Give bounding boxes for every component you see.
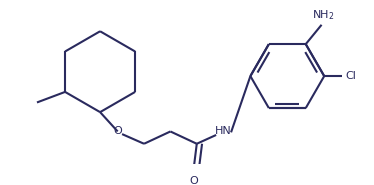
Text: O: O <box>113 127 122 137</box>
Text: O: O <box>190 176 199 185</box>
Text: HN: HN <box>215 127 232 137</box>
Text: Cl: Cl <box>345 71 356 81</box>
Text: NH$_2$: NH$_2$ <box>312 8 335 22</box>
